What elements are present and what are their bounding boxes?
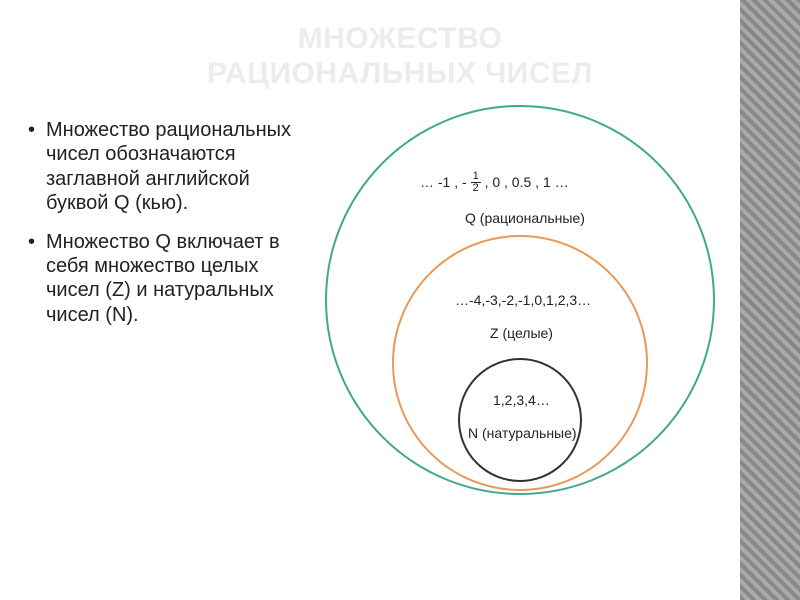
bullet-item: Множество рациональных чисел обозначаютс… [28, 118, 308, 216]
page-title: МНОЖЕСТВО РАЦИОНАЛЬНЫХ ЧИСЕЛ [100, 22, 700, 91]
q-examples: … -1 , - 12 , 0 , 0.5 , 1 … [420, 172, 569, 195]
q-examples-prefix: … -1 , - [420, 174, 471, 190]
decorative-side-pattern [740, 0, 800, 600]
nested-sets-diagram: … -1 , - 12 , 0 , 0.5 , 1 … Q (рациональ… [310, 100, 730, 520]
fraction-icon: 12 [471, 171, 481, 194]
bullet-text: Множество Q включает в себя множество це… [46, 231, 280, 326]
n-label: N (натуральные) [468, 425, 577, 441]
q-examples-suffix: , 0 , 0.5 , 1 … [481, 174, 569, 190]
bullet-item: Множество Q включает в себя множество це… [28, 230, 308, 328]
bullet-list: Множество рациональных чисел обозначаютс… [28, 118, 308, 341]
title-line2: РАЦИОНАЛЬНЫХ ЧИСЕЛ [207, 57, 593, 90]
q-label: Q (рациональные) [465, 210, 585, 226]
z-label: Z (целые) [490, 325, 553, 341]
bullet-text: Множество рациональных чисел обозначаютс… [46, 119, 291, 214]
title-line1: МНОЖЕСТВО [298, 22, 503, 55]
n-examples: 1,2,3,4… [493, 392, 550, 408]
circle-n-natural [458, 358, 582, 482]
z-examples: …-4,-3,-2,-1,0,1,2,3… [455, 292, 591, 308]
